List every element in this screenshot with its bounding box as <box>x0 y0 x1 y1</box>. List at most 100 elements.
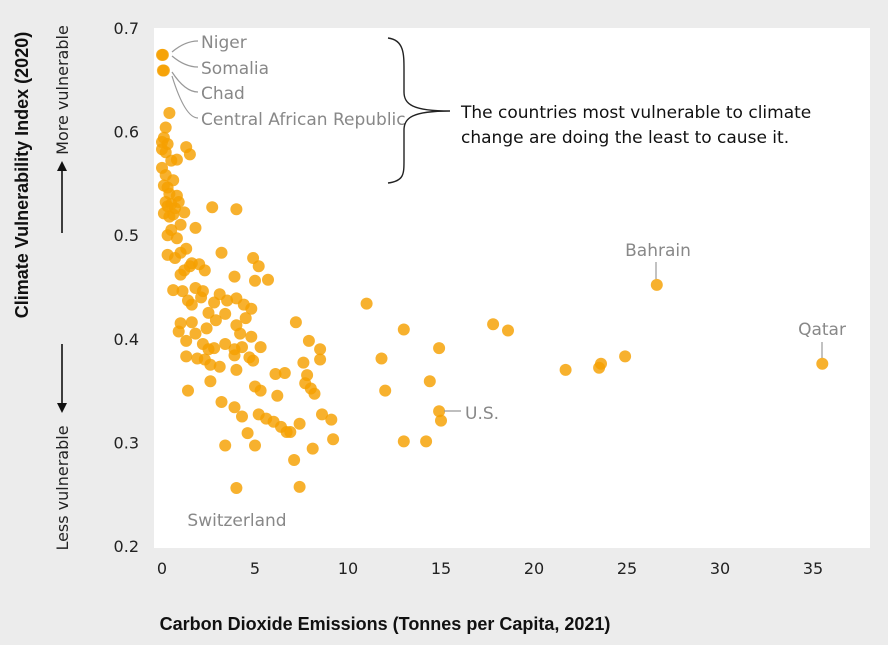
leader-line <box>171 71 199 93</box>
data-point <box>176 285 189 298</box>
data-point <box>433 405 446 418</box>
data-point <box>559 363 572 376</box>
data-point <box>219 439 232 452</box>
data-point <box>306 442 319 455</box>
data-point <box>254 384 267 397</box>
data-point <box>375 352 388 365</box>
point-label: Chad <box>201 84 245 104</box>
y-tick-label: 0.6 <box>114 123 139 142</box>
data-point <box>185 316 198 329</box>
data-point <box>159 121 172 134</box>
data-point <box>619 350 632 363</box>
less-vulnerable-label: Less vulnerable <box>53 425 72 550</box>
data-point <box>433 342 446 355</box>
data-point <box>420 435 433 448</box>
data-point <box>247 354 260 367</box>
up-arrow-icon <box>57 161 67 233</box>
data-point <box>245 302 258 315</box>
point-label: Bahrain <box>625 241 691 261</box>
data-point <box>245 330 258 343</box>
data-point <box>423 375 436 388</box>
data-point <box>200 322 213 335</box>
x-tick-label: 25 <box>617 559 637 578</box>
data-point <box>502 324 514 337</box>
callout-line-1: The countries most vulnerable to climate <box>460 103 811 123</box>
data-point <box>289 316 302 329</box>
data-point <box>435 414 447 427</box>
data-point <box>221 294 234 307</box>
data-point <box>228 349 241 362</box>
data-point <box>302 334 315 347</box>
data-point <box>293 480 306 493</box>
data-point <box>185 298 198 311</box>
x-tick-label: 20 <box>524 559 544 578</box>
point-label: U.S. <box>465 404 499 424</box>
data-point <box>180 350 193 363</box>
y-tick-label: 0.5 <box>114 226 139 245</box>
data-point <box>595 357 607 370</box>
data-point <box>228 401 241 414</box>
data-point <box>308 387 321 400</box>
down-arrow-icon <box>57 344 67 413</box>
data-point <box>379 384 392 397</box>
data-point <box>219 307 232 320</box>
data-point <box>202 306 215 319</box>
data-point <box>249 439 261 452</box>
data-point <box>219 338 232 350</box>
data-point <box>249 274 261 287</box>
data-point <box>816 357 829 370</box>
point-label: Central African Republic <box>201 110 406 130</box>
y-tick-label: 0.2 <box>114 537 139 556</box>
x-tick-label: 35 <box>803 559 823 578</box>
data-point <box>236 341 248 354</box>
x-tick-label: 0 <box>157 559 167 578</box>
point-label: Qatar <box>798 320 846 340</box>
brace-icon <box>387 37 451 184</box>
data-point <box>234 327 247 340</box>
data-point <box>487 318 500 331</box>
data-point <box>360 297 373 310</box>
data-point <box>397 435 410 448</box>
data-point <box>167 284 180 297</box>
plot-area <box>154 28 870 548</box>
point-labels: Niger Somalia Chad Central African Republic… <box>171 33 846 531</box>
data-point <box>397 323 410 336</box>
data-point <box>156 64 169 77</box>
data-point <box>161 229 174 242</box>
x-tick-label: 10 <box>338 559 358 578</box>
data-point <box>327 433 340 446</box>
data-point <box>215 396 228 408</box>
data-point <box>316 408 328 421</box>
data-points <box>156 48 829 494</box>
data-point <box>165 154 178 167</box>
data-point <box>182 384 194 397</box>
data-point <box>195 291 208 304</box>
data-point <box>228 270 241 283</box>
data-point <box>254 341 267 354</box>
data-point <box>239 312 252 325</box>
data-point <box>236 410 248 423</box>
data-point <box>183 148 196 161</box>
x-axis-title: Carbon Dioxide Emissions (Tonnes per Cap… <box>160 614 611 634</box>
y-axis-title: Climate Vulnerability Index (2020) <box>12 32 32 318</box>
leader-line <box>171 55 199 68</box>
data-point <box>278 367 291 379</box>
data-point <box>180 334 193 347</box>
point-label: Niger <box>201 33 247 53</box>
data-point <box>172 325 185 338</box>
y-tick-label: 0.7 <box>114 19 139 38</box>
data-point <box>297 356 310 369</box>
data-point <box>209 314 222 327</box>
data-point <box>204 375 217 388</box>
x-tick-label: 15 <box>431 559 451 578</box>
data-point <box>314 343 327 356</box>
y-tick-label: 0.3 <box>114 433 139 452</box>
data-point <box>293 417 306 430</box>
x-tick-labels: 0 5 10 15 20 25 30 35 <box>157 559 823 578</box>
data-point <box>174 268 187 281</box>
data-point <box>230 482 243 494</box>
data-point <box>269 368 282 380</box>
leader-line <box>171 75 199 119</box>
data-point <box>204 358 217 371</box>
